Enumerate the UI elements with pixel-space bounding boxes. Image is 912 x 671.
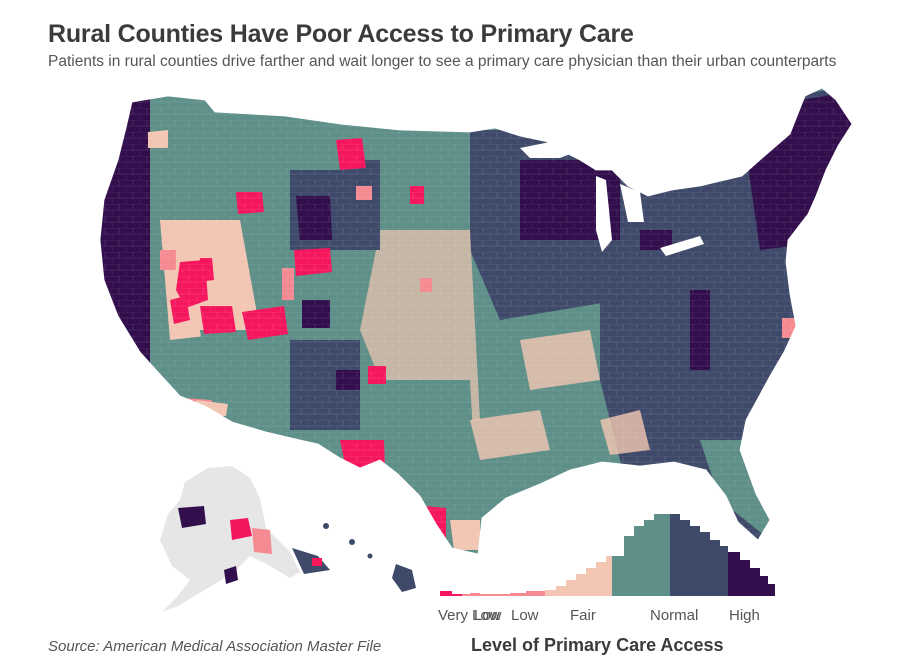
hawaii-map	[323, 523, 416, 592]
legend-label-fair: Fair	[570, 607, 596, 624]
alaska-normal-area	[292, 548, 330, 574]
lake-superior	[520, 140, 580, 158]
alaska-map	[160, 466, 330, 612]
hawaii-island	[367, 553, 373, 559]
hawaii-big-island	[392, 564, 416, 592]
legend-bars-high	[728, 552, 775, 596]
alaska-very-low-area	[230, 518, 252, 540]
legend-label-low-prefix: Low	[474, 607, 502, 624]
lake-michigan	[596, 176, 612, 252]
hawaii-island	[323, 523, 329, 529]
lake-huron	[620, 184, 644, 222]
legend-bars-low	[462, 593, 490, 596]
hawaii-island	[349, 539, 355, 545]
source-note: Source: American Medical Association Mas…	[48, 638, 382, 655]
chart-title: Rural Counties Have Poor Access to Prima…	[48, 20, 634, 48]
alaska-high-area	[178, 506, 206, 528]
legend-bars-normal-light	[612, 514, 670, 596]
legend-title: Level of Primary Care Access	[471, 635, 724, 655]
great-lakes	[520, 140, 704, 256]
legend-bars-fair	[545, 556, 612, 596]
legend-label-very-low: Very Low	[438, 607, 500, 624]
legend-label-high: High	[729, 607, 760, 624]
chart-subtitle: Patients in rural counties drive farther…	[48, 53, 837, 70]
legend-bars-low-2	[490, 591, 545, 596]
legend-bars-normal-dark	[670, 514, 728, 596]
legend-label-normal: Normal	[650, 607, 699, 624]
alaska-high-panhandle	[224, 566, 238, 584]
alaska-shape	[160, 466, 300, 612]
legend-label-low: Low	[511, 607, 539, 624]
alaska-low-area	[252, 528, 272, 554]
us-outline	[99, 87, 853, 555]
lake-erie	[660, 236, 704, 256]
alaska-very-low-island	[312, 558, 322, 566]
legend-bars-very-low	[440, 591, 462, 596]
legend-histogram	[440, 514, 775, 596]
